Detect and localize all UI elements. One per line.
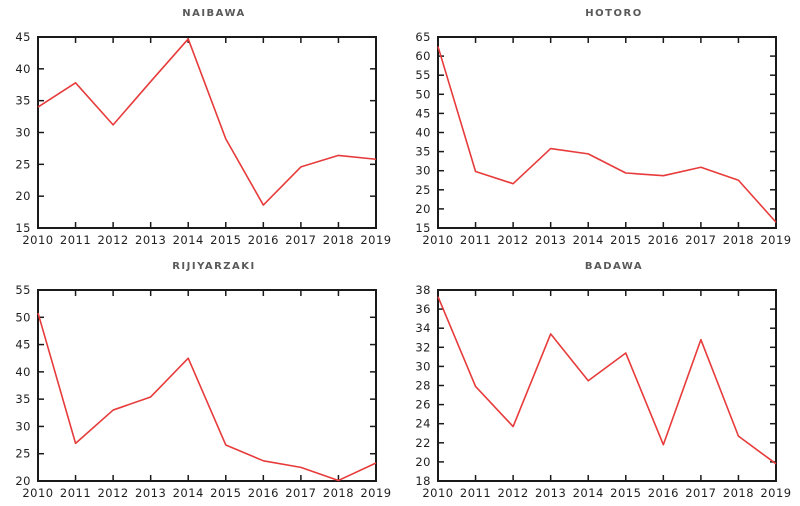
y-tick-label: 30 [15,126,31,140]
data-line-series [437,46,777,223]
x-tick-label: 2014 [573,233,604,247]
line-chart-rijiyarzaki: 20 25 30 35 40 45 50 55 2010 2011 2012 2013 2014 2015… [15,283,391,500]
y-tick-label: 18 [415,474,431,488]
chart-panel-naibawa: NAIBAWA 15 20 25 30 35 40 45 2010 2011 2012 2013 20… [0,0,400,253]
x-tick-label: 2013 [135,486,166,500]
x-tick-label: 2015 [210,486,241,500]
plot-frame [437,289,777,482]
chart-title-hotoro: HOTORO [585,8,643,19]
y-tick-label: 30 [15,419,31,433]
x-tick-label: 2010 [422,233,453,247]
y-tick-label: 45 [15,338,31,352]
y-tick-label: 65 [415,30,431,44]
x-tick-label: 2017 [685,486,716,500]
x-tick-label: 2016 [248,486,279,500]
x-tick-label: 2016 [648,486,679,500]
chart-title-naibawa: NAIBAWA [182,8,246,19]
x-tick-label: 2014 [573,486,604,500]
y-tick-label: 24 [415,417,431,431]
y-tick-label: 30 [415,164,431,178]
x-tick-label: 2018 [723,486,754,500]
x-tick-label: 2014 [173,233,204,247]
x-tick-label: 2018 [723,233,754,247]
y-tick-label: 50 [415,87,431,101]
x-tick-label: 2019 [760,486,791,500]
x-tick-label: 2011 [60,233,91,247]
y-tick-label: 55 [415,68,431,82]
y-tick-label: 20 [415,455,431,469]
y-tick-label: 35 [15,392,31,406]
x-tick-label: 2011 [460,233,491,247]
chart-panel-hotoro: HOTORO 15 20 25 30 35 40 45 50 55 60 65 2010 2011 201… [400,0,800,253]
y-tick-label: 22 [415,436,431,450]
x-tick-label: 2012 [97,486,128,500]
y-tick-label: 45 [415,106,431,120]
y-tick-label: 30 [415,359,431,373]
x-tick-label: 2017 [285,233,316,247]
data-line-series [37,38,377,206]
y-tick-label: 40 [15,62,31,76]
x-tick-label: 2018 [323,233,354,247]
line-chart-naibawa: 15 20 25 30 35 40 45 2010 2011 2012 2013 2014 2015 20… [15,30,391,247]
y-tick-label: 50 [15,310,31,324]
data-line-series [437,296,777,465]
x-tick-label: 2011 [460,486,491,500]
y-tick-label: 20 [15,189,31,203]
y-tick-label: 25 [15,447,31,461]
x-tick-label: 2011 [60,486,91,500]
plot-frame [37,289,377,482]
line-chart-badawa: 18 20 22 24 26 28 30 32 34 36 38 2010 2011 2012 2013 20… [415,283,791,500]
chart-panel-badawa: BADAWA 18 20 22 24 26 28 30 32 34 36 38 2010 2011 201… [400,253,800,506]
y-tick-label: 25 [415,183,431,197]
y-tick-label: 20 [15,474,31,488]
x-tick-label: 2015 [610,233,641,247]
y-tick-label: 35 [15,94,31,108]
y-tick-label: 36 [415,302,431,316]
x-tick-label: 2010 [22,233,53,247]
y-tick-label: 34 [415,321,431,335]
x-tick-label: 2013 [135,233,166,247]
plot-frame [37,36,377,229]
x-tick-label: 2012 [497,233,528,247]
x-tick-label: 2014 [173,486,204,500]
y-tick-label: 20 [415,202,431,216]
x-tick-label: 2019 [360,233,391,247]
y-tick-label: 28 [415,379,431,393]
y-tick-label: 45 [15,30,31,44]
y-tick-label: 40 [415,126,431,140]
x-tick-label: 2015 [210,233,241,247]
x-tick-label: 2019 [360,486,391,500]
x-tick-label: 2013 [535,233,566,247]
x-tick-label: 2012 [97,233,128,247]
data-line-series [37,312,377,482]
x-tick-label: 2018 [323,486,354,500]
plot-frame [437,36,777,229]
x-tick-label: 2012 [497,486,528,500]
y-tick-label: 55 [15,283,31,297]
y-tick-label: 60 [415,49,431,63]
line-chart-hotoro: 15 20 25 30 35 40 45 50 55 60 65 2010 2011 2012 2013 20… [415,30,791,247]
x-tick-label: 2010 [22,486,53,500]
y-tick-label: 38 [415,283,431,297]
y-tick-label: 25 [15,157,31,171]
chart-title-rijiyarzaki: RIJIYARZAKI [172,261,256,272]
x-tick-label: 2013 [535,486,566,500]
y-tick-label: 40 [15,365,31,379]
x-tick-label: 2016 [248,233,279,247]
x-tick-label: 2010 [422,486,453,500]
chart-panel-rijiyarzaki: RIJIYARZAKI 20 25 30 35 40 45 50 55 2010 2011 2012… [0,253,400,506]
y-tick-label: 32 [415,340,431,354]
y-tick-label: 15 [15,221,31,235]
y-tick-label: 15 [415,221,431,235]
x-tick-label: 2016 [648,233,679,247]
y-tick-label: 35 [415,145,431,159]
x-tick-label: 2017 [285,486,316,500]
x-tick-label: 2015 [610,486,641,500]
x-tick-label: 2017 [685,233,716,247]
chart-title-badawa: BADAWA [584,261,644,272]
y-tick-label: 26 [415,398,431,412]
x-tick-label: 2019 [760,233,791,247]
